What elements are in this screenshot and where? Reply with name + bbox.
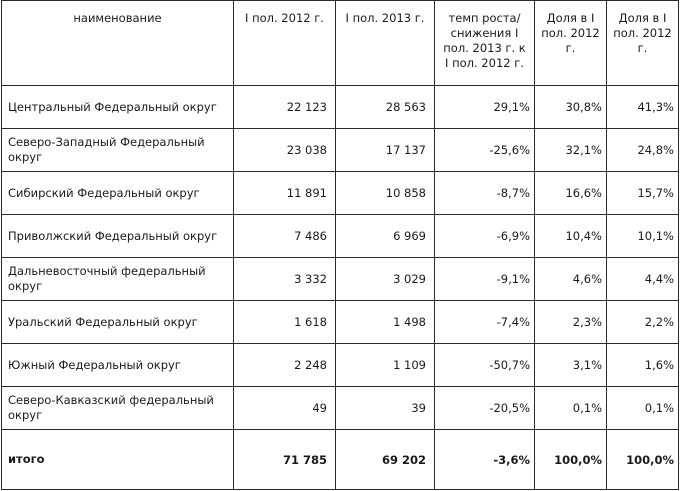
cell-2013: 39 (335, 386, 435, 430)
cell-growth: -9,1% (434, 257, 535, 301)
total-2013: 69 202 (335, 429, 435, 490)
cell-name: Сибирский Федеральный округ (1, 171, 234, 215)
header-growth: темп роста/ снижения I пол. 2013 г. к I … (434, 0, 535, 86)
table-row: Сибирский Федеральный округ 11 891 10 85… (1, 171, 679, 215)
cell-growth: 29,1% (434, 85, 535, 129)
cell-name: Приволжский Федеральный округ (1, 214, 234, 258)
cell-2013: 28 563 (335, 85, 435, 129)
header-2012: I пол. 2012 г. (233, 0, 336, 86)
total-share-2012: 100,0% (534, 429, 607, 490)
cell-share-2013: 0,1% (606, 386, 679, 430)
table-row: Северо-Кавказский федеральный округ 49 3… (1, 386, 679, 430)
cell-share-2012: 10,4% (534, 214, 607, 258)
cell-2012: 49 (233, 386, 336, 430)
cell-2013: 6 969 (335, 214, 435, 258)
cell-2012: 7 486 (233, 214, 336, 258)
cell-name: Северо-Кавказский федеральный округ (1, 386, 234, 430)
cell-2013: 17 137 (335, 128, 435, 172)
total-2012: 71 785 (233, 429, 336, 490)
cell-share-2012: 32,1% (534, 128, 607, 172)
cell-share-2013: 4,4% (606, 257, 679, 301)
cell-growth: -25,6% (434, 128, 535, 172)
total-name: итого (1, 429, 234, 490)
header-share-2012: Доля в I пол. 2012 г. (534, 0, 607, 86)
cell-name: Центральный Федеральный округ (1, 85, 234, 129)
cell-2013: 3 029 (335, 257, 435, 301)
table-row: Дальневосточный федеральный округ 3 332 … (1, 257, 679, 301)
table-total-row: итого 71 785 69 202 -3,6% 100,0% 100,0% (1, 429, 679, 490)
header-name: наименование (1, 0, 234, 86)
cell-2013: 10 858 (335, 171, 435, 215)
cell-name: Уральский Федеральный округ (1, 300, 234, 344)
header-share-2013: Доля в I пол. 2012 г. (606, 0, 679, 86)
cell-share-2013: 41,3% (606, 85, 679, 129)
cell-growth: -20,5% (434, 386, 535, 430)
cell-2013: 1 498 (335, 300, 435, 344)
cell-share-2012: 16,6% (534, 171, 607, 215)
cell-2013: 1 109 (335, 343, 435, 387)
cell-share-2013: 10,1% (606, 214, 679, 258)
cell-name: Северо-Западный Федеральный округ (1, 128, 234, 172)
cell-2012: 22 123 (233, 85, 336, 129)
cell-2012: 11 891 (233, 171, 336, 215)
cell-share-2013: 24,8% (606, 128, 679, 172)
cell-share-2013: 1,6% (606, 343, 679, 387)
cell-growth: -50,7% (434, 343, 535, 387)
cell-share-2013: 2,2% (606, 300, 679, 344)
cell-growth: -8,7% (434, 171, 535, 215)
cell-share-2012: 3,1% (534, 343, 607, 387)
cell-share-2012: 4,6% (534, 257, 607, 301)
table-row: Южный Федеральный округ 2 248 1 109 -50,… (1, 343, 679, 387)
cell-name: Дальневосточный федеральный округ (1, 257, 234, 301)
cell-growth: -7,4% (434, 300, 535, 344)
cell-2012: 2 248 (233, 343, 336, 387)
cell-name: Южный Федеральный округ (1, 343, 234, 387)
table-row: Северо-Западный Федеральный округ 23 038… (1, 128, 679, 172)
cell-2012: 3 332 (233, 257, 336, 301)
table-row: Уральский Федеральный округ 1 618 1 498 … (1, 300, 679, 344)
cell-share-2012: 30,8% (534, 85, 607, 129)
cell-share-2013: 15,7% (606, 171, 679, 215)
cell-2012: 23 038 (233, 128, 336, 172)
table-header-row: наименование I пол. 2012 г. I пол. 2013 … (1, 0, 679, 86)
cell-growth: -6,9% (434, 214, 535, 258)
total-growth: -3,6% (434, 429, 535, 490)
total-share-2013: 100,0% (606, 429, 679, 490)
table-row: Приволжский Федеральный округ 7 486 6 96… (1, 214, 679, 258)
cell-2012: 1 618 (233, 300, 336, 344)
table-row: Центральный Федеральный округ 22 123 28 … (1, 85, 679, 129)
cell-share-2012: 2,3% (534, 300, 607, 344)
cell-share-2012: 0,1% (534, 386, 607, 430)
header-2013: I пол. 2013 г. (335, 0, 435, 86)
